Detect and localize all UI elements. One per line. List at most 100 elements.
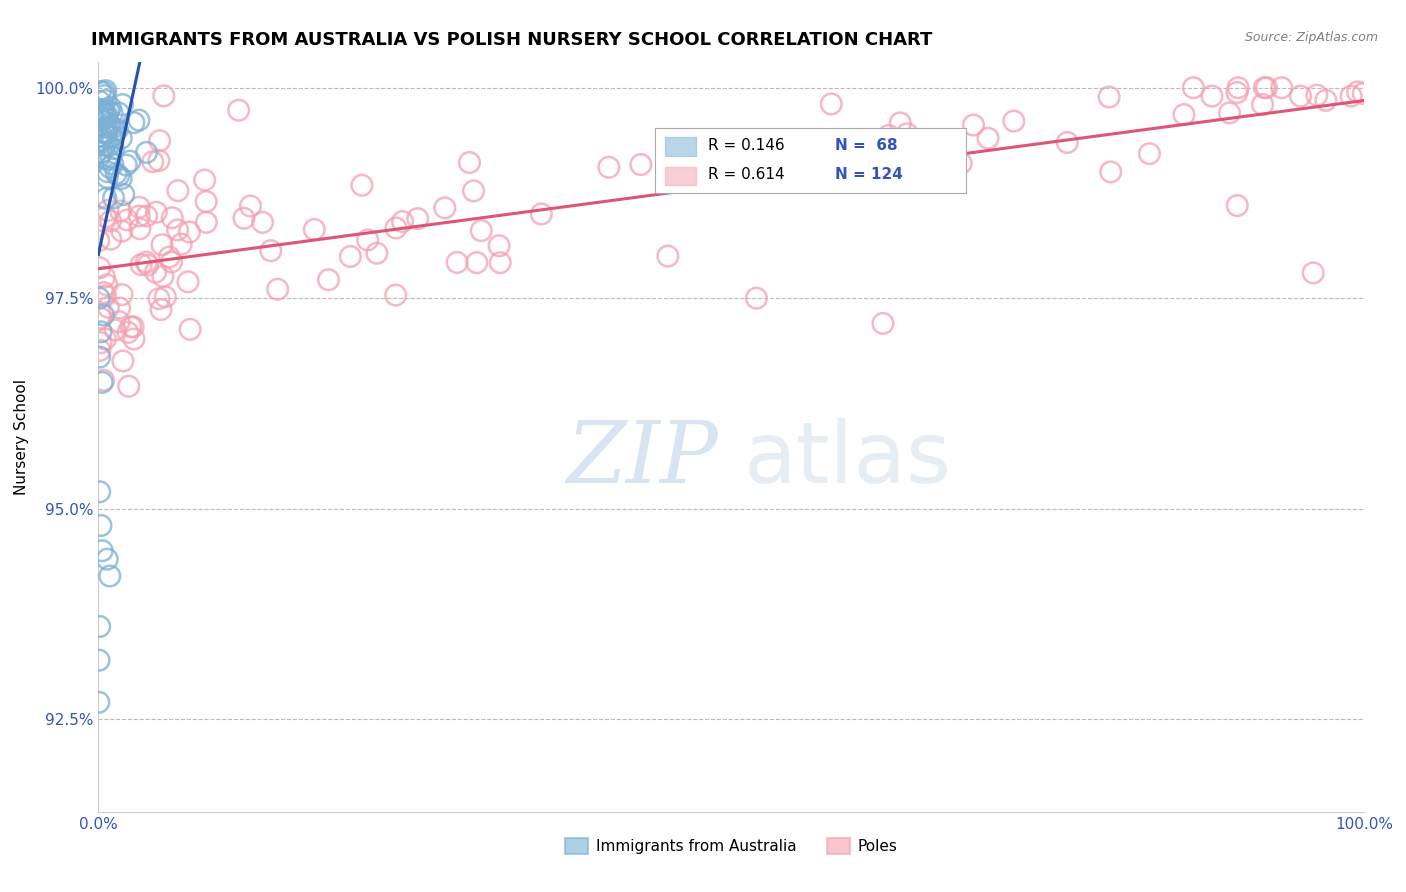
Point (100, 150, 122, 164)
Point (90, 325, 112, 339)
Point (98, 161, 121, 175)
Point (1098, 90, 1121, 104)
FancyBboxPatch shape (665, 137, 696, 156)
Point (90, 145, 112, 160)
Point (962, 118, 984, 132)
Point (111, 354, 134, 368)
Point (115, 158, 138, 172)
Text: N = 124: N = 124 (835, 167, 903, 182)
Point (135, 255, 157, 269)
Point (103, 142, 125, 156)
Point (266, 282, 288, 296)
Point (157, 250, 180, 264)
Point (111, 224, 134, 238)
Point (107, 169, 129, 183)
Point (406, 211, 429, 226)
Point (90, 518, 112, 533)
Point (94, 210, 117, 224)
Point (152, 269, 174, 284)
Point (1182, 80, 1205, 95)
Point (97, 139, 120, 153)
Point (98, 569, 121, 583)
Point (91, 543, 114, 558)
Point (128, 113, 150, 128)
Point (1251, 97, 1274, 112)
Point (105, 166, 128, 180)
Point (1353, 87, 1375, 101)
Point (120, 154, 141, 169)
Point (110, 171, 132, 186)
Point (350, 178, 373, 193)
Point (89, 85, 111, 99)
Point (391, 214, 413, 228)
Point (89, 110, 111, 124)
Point (1340, 89, 1362, 103)
Point (152, 88, 174, 103)
Point (135, 145, 157, 160)
Point (1139, 146, 1161, 161)
Point (101, 129, 124, 144)
Point (194, 173, 217, 187)
Point (252, 215, 274, 229)
Point (128, 200, 150, 214)
Text: R = 0.146: R = 0.146 (709, 137, 785, 153)
Point (170, 237, 193, 252)
Point (977, 131, 1000, 145)
Point (149, 134, 172, 148)
Point (96, 552, 118, 566)
Point (465, 255, 488, 269)
Point (93, 125, 115, 139)
Point (96, 127, 118, 141)
Point (89, 484, 111, 499)
Point (304, 222, 326, 236)
FancyBboxPatch shape (665, 167, 696, 185)
Point (98, 120, 121, 134)
Point (366, 246, 388, 260)
Point (111, 287, 134, 301)
Point (98, 100, 121, 114)
Point (94, 94, 117, 108)
Point (97, 203, 120, 218)
Point (94, 84, 117, 98)
Point (162, 211, 184, 225)
Y-axis label: Nursery School: Nursery School (14, 379, 28, 495)
Point (1201, 89, 1223, 103)
Legend: Immigrants from Australia, Poles: Immigrants from Australia, Poles (560, 832, 903, 860)
Point (530, 207, 553, 221)
Point (89, 150, 111, 164)
Point (356, 233, 378, 247)
Point (108, 301, 131, 315)
Point (93, 108, 117, 122)
Point (179, 225, 201, 239)
Point (145, 205, 167, 219)
Point (872, 317, 894, 331)
Point (489, 255, 512, 269)
Point (1256, 80, 1278, 95)
Point (117, 213, 139, 227)
Point (97, 301, 120, 315)
Point (87, 653, 110, 667)
Point (155, 290, 177, 304)
Point (96, 107, 118, 121)
Point (122, 332, 145, 346)
Point (90, 311, 112, 326)
Point (233, 211, 256, 226)
Point (950, 156, 973, 170)
Point (129, 258, 152, 272)
Point (93, 285, 115, 300)
Point (128, 209, 150, 223)
Point (110, 204, 132, 219)
Point (89, 619, 111, 633)
Point (89, 343, 111, 358)
Point (630, 157, 652, 171)
Point (745, 291, 768, 305)
Point (1306, 88, 1329, 103)
Point (118, 379, 141, 393)
Point (111, 97, 134, 112)
Point (96, 277, 118, 292)
Point (90, 335, 112, 350)
Point (1099, 165, 1122, 179)
Point (90, 128, 112, 143)
Point (1227, 80, 1250, 95)
Point (488, 239, 510, 253)
